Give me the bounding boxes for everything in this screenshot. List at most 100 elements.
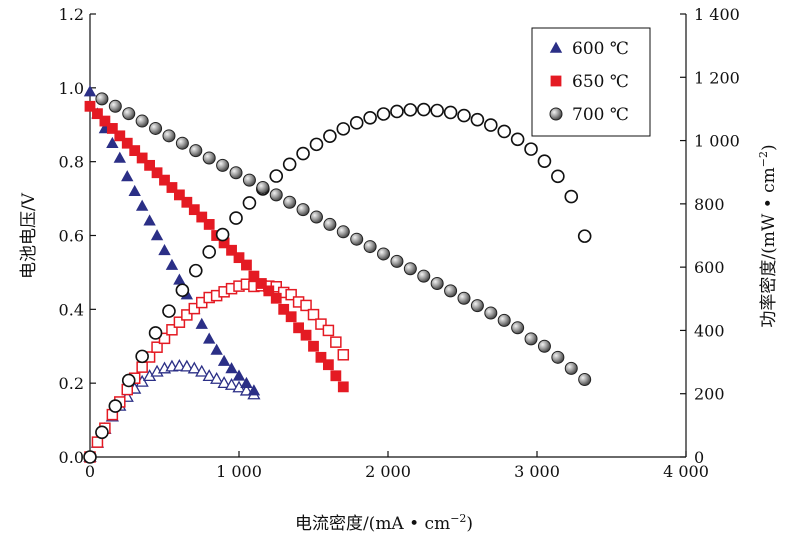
power-point — [336, 122, 351, 136]
voltage-point — [484, 306, 498, 320]
x-tick-label: 3 000 — [514, 462, 560, 481]
voltage-point — [229, 166, 243, 180]
voltage-point — [240, 376, 253, 388]
voltage-point — [242, 173, 256, 187]
voltage-point — [159, 174, 170, 186]
power-point — [430, 103, 444, 118]
x-axis-label-sup: −2 — [450, 512, 466, 525]
y-axis-label-right-sup: −2 — [757, 151, 770, 167]
voltage-point — [149, 121, 163, 135]
voltage-point — [430, 276, 444, 290]
x-axis-label: 电流密度/(mA • cm−2) — [295, 512, 473, 534]
voltage-point — [158, 243, 171, 256]
power-point — [285, 288, 297, 301]
y-right-tick-label: 1 400 — [694, 5, 740, 24]
voltage-point — [226, 244, 237, 256]
voltage-point — [296, 203, 310, 217]
legend-label: 700 ℃ — [572, 105, 629, 125]
power-point — [564, 189, 579, 204]
x-tick-label: 4 000 — [663, 462, 709, 481]
power-point — [175, 283, 190, 298]
voltage-point — [166, 182, 178, 193]
voltage-point — [322, 359, 334, 371]
voltage-point — [511, 321, 525, 335]
legend: 600 ℃ 650 ℃ 700 ℃ — [531, 27, 651, 137]
voltage-point — [173, 189, 185, 201]
voltage-point — [202, 151, 216, 165]
power-point — [108, 399, 123, 413]
voltage-point — [129, 145, 141, 156]
data-marks — [83, 85, 592, 464]
power-point — [229, 211, 243, 225]
power-point — [457, 108, 471, 123]
y-right-tick-label: 800 — [694, 195, 725, 214]
voltage-point — [225, 362, 238, 374]
y-left-tick-label: 0.0 — [59, 448, 84, 467]
voltage-point — [315, 351, 327, 363]
voltage-point — [309, 210, 323, 224]
power-point — [282, 157, 297, 172]
voltage-point — [151, 167, 163, 179]
voltage-point — [150, 229, 164, 241]
voltage-point — [444, 284, 458, 298]
power-point — [188, 302, 201, 315]
voltage-point — [203, 219, 215, 230]
power-point — [195, 364, 209, 377]
power-point — [166, 324, 178, 336]
voltage-point — [165, 258, 179, 270]
power-point — [315, 318, 327, 330]
voltage-point — [350, 232, 364, 246]
power-point — [135, 349, 149, 364]
power-point — [202, 369, 216, 382]
power-point — [187, 361, 201, 374]
voltage-point — [106, 136, 119, 149]
axes: 0 1 000 2 000 3 000 4 000 0.0 0.2 0.4 0.6 0.8 1.0 1… — [59, 5, 740, 481]
voltage-point — [300, 329, 312, 341]
power-point — [403, 103, 418, 117]
power-point — [173, 316, 186, 328]
voltage-point — [283, 195, 297, 209]
y-right-tick-label: 0 — [694, 448, 704, 467]
legend-marker-circle — [549, 107, 563, 121]
power-point — [121, 373, 136, 388]
y-left-tick-label: 1.2 — [59, 5, 84, 24]
voltage-point — [270, 292, 282, 304]
voltage-point — [99, 115, 111, 127]
y-right-tick-label: 400 — [694, 321, 725, 340]
power-point — [309, 137, 324, 152]
y-right-tick-label: 200 — [694, 385, 725, 404]
voltage-point — [524, 332, 538, 346]
voltage-point — [337, 381, 349, 393]
voltage-point — [106, 123, 118, 134]
voltage-point — [330, 370, 342, 382]
y-axis-label-left: 电池电压/V — [19, 192, 39, 279]
power-point — [172, 359, 187, 371]
x-tick-label: 1 000 — [216, 462, 262, 481]
voltage-point — [247, 384, 261, 396]
y-left-tick-label: 0.6 — [59, 227, 84, 246]
y-left-tick-label: 1.0 — [59, 79, 84, 98]
voltage-point — [278, 303, 290, 315]
voltage-point — [84, 100, 96, 112]
voltage-point — [403, 262, 417, 276]
voltage-point — [210, 343, 223, 355]
power-point — [524, 142, 538, 156]
voltage-point — [188, 204, 200, 216]
voltage-point — [173, 273, 186, 285]
voltage-point — [114, 130, 126, 142]
voltage-point — [255, 278, 267, 289]
voltage-point — [203, 332, 216, 344]
x-tick-label: 0 — [85, 462, 95, 481]
power-point — [180, 359, 194, 372]
power-point — [376, 107, 391, 121]
power-point — [181, 309, 193, 321]
voltage-point — [248, 270, 260, 282]
voltage-point — [162, 129, 176, 143]
power-point — [484, 118, 498, 132]
power-point — [188, 263, 203, 278]
voltage-point — [390, 254, 404, 268]
voltage-point — [113, 151, 126, 163]
power-point — [242, 196, 257, 210]
power-point — [330, 336, 342, 348]
